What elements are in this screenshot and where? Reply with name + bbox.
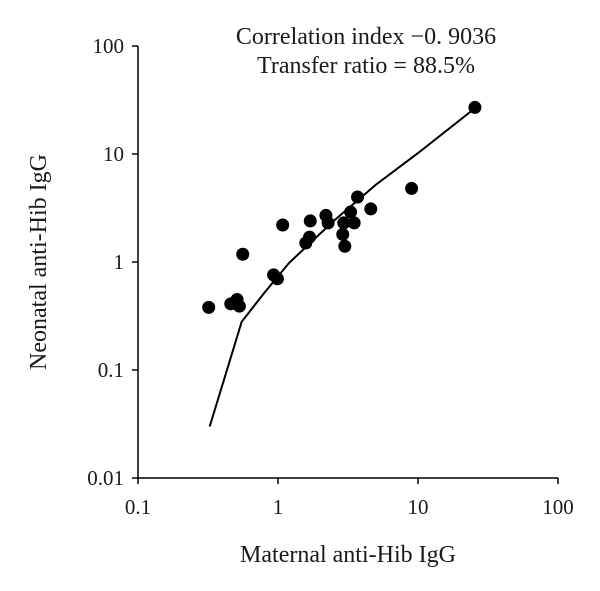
y-tick-label: 1 <box>114 250 125 274</box>
points-layer <box>202 100 482 314</box>
data-point <box>232 299 246 313</box>
annotation-transfer-ratio: Transfer ratio = 88.5% <box>257 53 475 79</box>
y-tick-label: 0.01 <box>87 466 124 490</box>
data-point <box>336 227 350 241</box>
fit-line-layer <box>208 108 475 427</box>
x-tick-label: 0.1 <box>125 495 151 519</box>
data-point <box>344 205 358 219</box>
data-point <box>338 239 352 253</box>
data-point <box>405 181 419 195</box>
data-point <box>364 202 378 216</box>
y-tick-label: 10 <box>103 142 124 166</box>
plot-area <box>137 46 558 479</box>
data-point <box>276 218 290 232</box>
fit-curve <box>208 108 475 427</box>
x-tick-label: 10 <box>408 495 429 519</box>
data-point <box>202 300 216 314</box>
data-point <box>270 272 284 286</box>
data-point <box>337 216 351 230</box>
x-tick-label: 100 <box>542 495 574 519</box>
data-point <box>303 230 317 244</box>
y-tick-label: 0.1 <box>98 358 124 382</box>
data-point <box>321 216 335 230</box>
x-ticks: 0.1 1 10 100 <box>125 478 574 519</box>
x-axis-title: Maternal anti-Hib IgG <box>240 542 456 568</box>
data-point <box>303 214 317 228</box>
data-point <box>347 216 361 230</box>
x-tick-label: 1 <box>273 495 284 519</box>
data-point <box>351 190 365 204</box>
data-point <box>236 247 250 261</box>
data-point <box>468 100 482 114</box>
y-axis-title: Neonatal anti-Hib IgG <box>26 154 52 370</box>
y-tick-label: 100 <box>93 34 125 58</box>
y-ticks: 0.01 0.1 1 10 100 <box>87 34 138 490</box>
annotation-correlation: Correlation index −0. 9036 <box>236 24 496 50</box>
